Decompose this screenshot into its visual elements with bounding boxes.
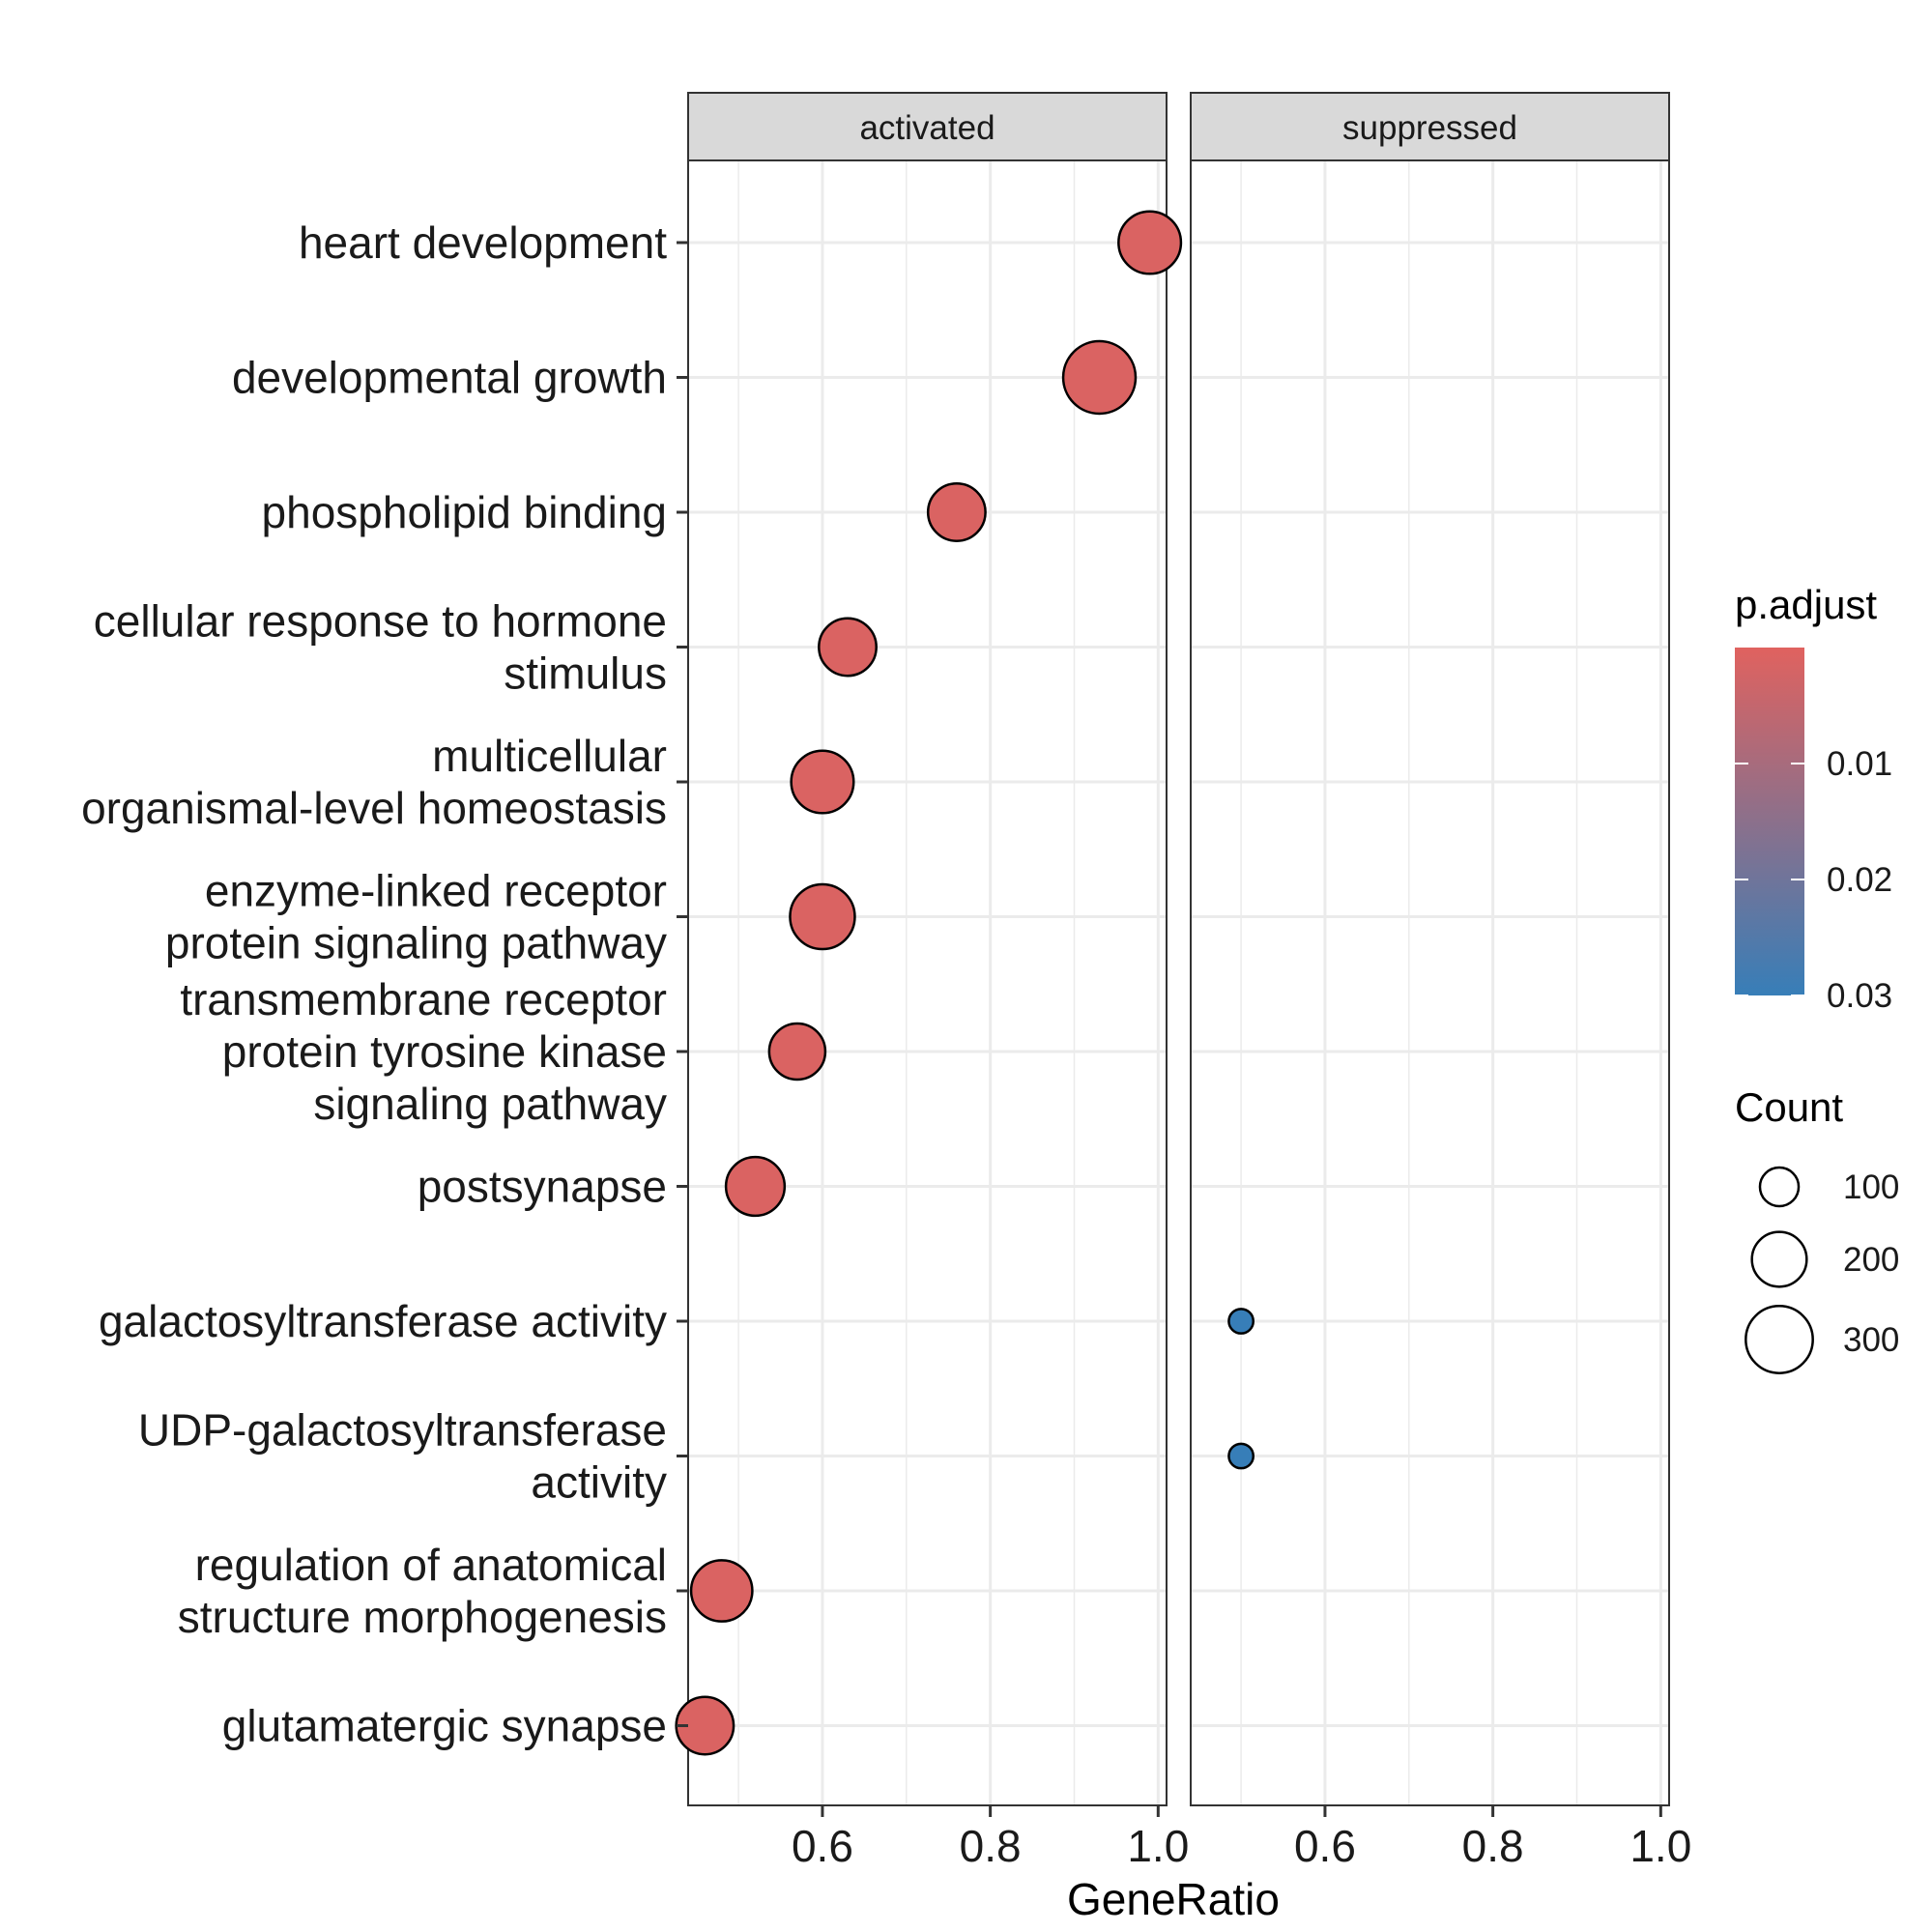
color-legend-label: 0.01: [1827, 745, 1892, 783]
data-point: [1117, 210, 1183, 275]
x-tick-label: 0.6: [792, 1821, 853, 1871]
data-point: [1061, 339, 1138, 416]
y-tick-label: cellular response to hormone stimulus: [94, 596, 667, 699]
y-tick-label: multicellular organismal-level homeostasi…: [81, 731, 667, 833]
size-legend-title: Count: [1735, 1084, 1843, 1130]
size-legend: Count 100 200 300: [1735, 1084, 1899, 1374]
facet-panel-suppressed: suppressed: [1190, 92, 1670, 1806]
x-tick-label: 0.8: [1462, 1821, 1524, 1871]
color-legend-bar: [1735, 648, 1804, 995]
y-tick-label: glutamatergic synapse: [222, 1701, 667, 1751]
data-point: [689, 1559, 754, 1623]
color-legend-label: 0.03: [1827, 977, 1892, 1015]
facet-panels: activated suppressed: [675, 92, 1670, 1806]
panel-background: [688, 160, 1167, 1805]
x-axis-title: GeneRatio: [1067, 1874, 1280, 1924]
facet-strip: [687, 92, 1168, 161]
data-point: [767, 1022, 827, 1081]
color-legend-title: p.adjust: [1735, 582, 1877, 627]
data-point: [818, 617, 878, 678]
panel-background: [1191, 160, 1669, 1805]
y-tick-label: postsynapse: [418, 1162, 667, 1212]
size-legend-key: [1758, 1166, 1801, 1208]
data-point: [790, 749, 855, 815]
panel-border: [687, 159, 1168, 1806]
x-tick-label: 0.6: [1294, 1821, 1356, 1871]
facet-panel-activated: activated: [687, 92, 1168, 1806]
x-tick-label: 1.0: [1127, 1821, 1189, 1871]
data-point: [1227, 1308, 1255, 1335]
data-point: [926, 482, 987, 542]
y-tick-label: phospholipid binding: [262, 487, 667, 537]
y-tick-label: transmembrane receptor protein tyrosine k…: [180, 974, 667, 1129]
data-point: [675, 1695, 735, 1756]
y-tick-label: enzyme-linked receptor protein signaling …: [165, 866, 667, 968]
y-tick-label: regulation of anatomical structure morpho…: [178, 1540, 667, 1642]
size-legend-label: 300: [1843, 1321, 1899, 1359]
y-tick-label: galactosyltransferase activity: [99, 1296, 667, 1346]
panel-border: [1190, 159, 1670, 1806]
x-axis: 0.6 0.8 1.0 0.6 0.8 1.0: [792, 1805, 1691, 1871]
size-legend-label: 200: [1843, 1241, 1899, 1279]
color-legend: p.adjust 0.01 0.02 0.03: [1735, 582, 1892, 1015]
size-legend-key: [1745, 1305, 1814, 1374]
facet-label: activated: [859, 109, 995, 147]
size-legend-key: [1750, 1230, 1808, 1288]
color-legend-label: 0.02: [1827, 861, 1892, 899]
facet-strip: [1190, 92, 1670, 161]
y-tick-label: heart development: [299, 217, 667, 268]
data-point: [789, 882, 856, 951]
y-axis-labels: heart development developmental growth pho…: [81, 217, 688, 1751]
data-point: [724, 1155, 787, 1218]
facet-label: suppressed: [1342, 109, 1517, 147]
y-tick-label: UDP-galactosyltransferase activity: [138, 1405, 667, 1508]
y-tick-label: developmental growth: [232, 353, 667, 403]
size-legend-label: 100: [1843, 1168, 1899, 1206]
x-tick-label: 1.0: [1629, 1821, 1691, 1871]
data-point: [1227, 1442, 1255, 1470]
x-tick-label: 0.8: [960, 1821, 1022, 1871]
